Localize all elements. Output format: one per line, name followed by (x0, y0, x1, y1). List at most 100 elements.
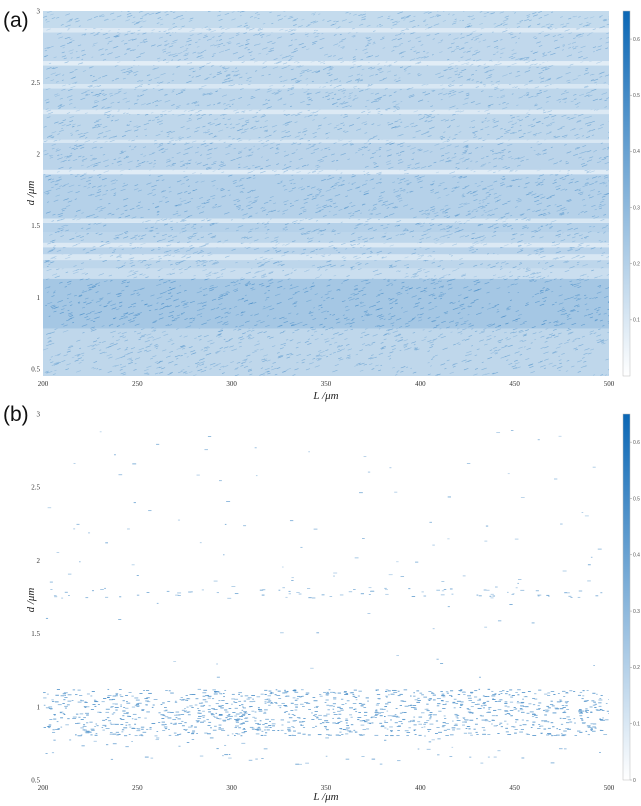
heatmap-cell (112, 364, 117, 367)
heatmap-cell (236, 361, 241, 364)
heatmap-cell (259, 167, 264, 170)
heatmap-cell (98, 185, 103, 188)
heatmap-cell (542, 54, 548, 57)
heatmap-cell (482, 373, 487, 376)
heatmap-cell (265, 232, 268, 234)
heatmap-cell (474, 236, 481, 239)
heatmap-cell (121, 279, 127, 282)
heatmap-cell (72, 81, 78, 84)
heatmap-cell (310, 315, 313, 317)
heatmap-cell (311, 230, 315, 233)
heatmap-cell (96, 125, 101, 128)
heatmap-cell (100, 298, 103, 300)
heatmap-cell (414, 302, 420, 305)
heatmap-cell (267, 279, 273, 282)
heatmap-cell (253, 127, 259, 130)
heatmap-cell (188, 371, 193, 374)
heatmap-cell (400, 336, 404, 339)
heatmap-cell (84, 29, 87, 31)
heatmap-cell (517, 244, 521, 247)
heatmap-cell (276, 182, 280, 185)
heatmap-cell (119, 335, 124, 338)
heatmap-cell (363, 142, 368, 145)
heatmap-cell (143, 122, 150, 126)
heatmap-cell (107, 43, 110, 45)
heatmap-cell (455, 325, 458, 327)
heatmap-cell (464, 151, 467, 153)
heatmap-cell (180, 312, 185, 315)
heatmap-cell (89, 310, 95, 313)
heatmap-cell (537, 153, 540, 155)
heatmap-cell (238, 336, 244, 339)
heatmap-cell (349, 92, 353, 95)
heatmap-cell (282, 110, 286, 112)
heatmap-cell (596, 161, 602, 164)
heatmap-cell (210, 289, 214, 291)
heatmap-cell (536, 183, 541, 186)
heatmap-cell (594, 308, 597, 310)
heatmap-cell (182, 162, 189, 165)
heatmap-cell (319, 323, 323, 326)
heatmap-cell (168, 45, 174, 48)
heatmap-cell (225, 74, 231, 77)
heatmap-cell (474, 242, 480, 245)
heatmap-cell (256, 261, 262, 264)
heatmap-cell (601, 158, 607, 161)
heatmap-cell (301, 70, 304, 72)
heatmap-cell (523, 94, 526, 96)
heatmap-cell (145, 227, 148, 230)
heatmap-cell (420, 307, 425, 310)
heatmap-cell (358, 147, 361, 150)
heatmap-cell (156, 118, 160, 121)
heatmap-cell (432, 180, 436, 183)
heatmap-cell (464, 202, 470, 206)
heatmap-cell (250, 287, 254, 290)
heatmap-cell (96, 95, 101, 97)
heatmap-cell (75, 129, 79, 132)
heatmap-cell (58, 227, 65, 230)
heatmap-cell (303, 201, 308, 204)
heatmap-cell (277, 14, 281, 17)
heatmap-cell (333, 34, 337, 36)
heatmap-cell (325, 189, 332, 192)
heatmap-cell (340, 45, 345, 49)
heatmap-cell (272, 262, 277, 265)
heatmap-cell (259, 170, 266, 174)
heatmap-cell (51, 306, 58, 310)
heatmap-cell (254, 258, 258, 260)
heatmap-cell (126, 274, 132, 277)
heatmap-cell (209, 122, 215, 126)
heatmap-cell (147, 264, 152, 266)
heatmap-cell (88, 176, 93, 179)
heatmap-cell (431, 278, 437, 281)
heatmap-cell (405, 325, 410, 328)
heatmap-cell (458, 90, 464, 94)
heatmap-cell (233, 147, 237, 150)
heatmap-cell (224, 12, 230, 16)
heatmap-cell (322, 96, 325, 98)
heatmap-cell (51, 143, 56, 146)
heatmap-cell (426, 113, 433, 117)
heatmap-cell (332, 187, 336, 190)
heatmap-cell (373, 135, 378, 138)
heatmap-cell (429, 151, 433, 153)
heatmap-cell (151, 327, 154, 329)
heatmap-cell (284, 121, 291, 124)
heatmap-cell (229, 338, 233, 340)
heatmap-cell (128, 38, 134, 42)
heatmap-cell (589, 330, 595, 333)
heatmap-cell (218, 35, 222, 37)
heatmap-cell (604, 99, 608, 102)
heatmap-cell (467, 305, 470, 307)
heatmap-cell (498, 170, 501, 172)
heatmap-cell (183, 305, 189, 309)
heatmap-cell (534, 135, 537, 137)
heatmap-cell (274, 293, 281, 296)
heatmap-cell (349, 202, 353, 204)
heatmap-cell (98, 284, 100, 287)
heatmap-cell (334, 341, 338, 344)
heatmap-cell (236, 280, 239, 282)
heatmap-cell (560, 322, 563, 324)
heatmap-cell (218, 335, 223, 338)
heatmap-cell (461, 195, 465, 197)
